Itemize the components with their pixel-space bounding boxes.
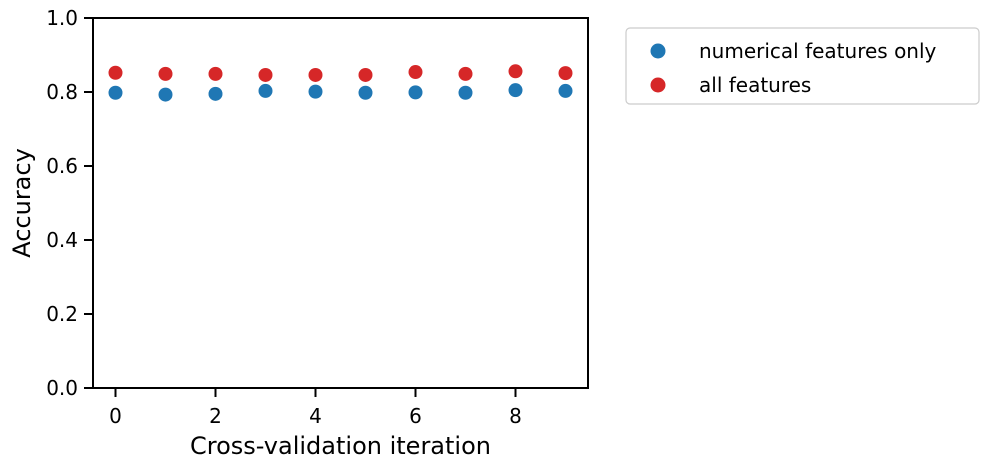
data-point-all-features (308, 67, 323, 82)
x-tick-label: 6 (409, 404, 422, 428)
data-point-numerical-features-only (458, 85, 473, 100)
x-axis: 0 2 4 6 8 (109, 388, 522, 428)
y-tick-label: 0.8 (46, 80, 78, 104)
data-point-numerical-features-only (408, 85, 423, 100)
y-tick-label: 0.6 (46, 154, 78, 178)
data-point-numerical-features-only (358, 85, 373, 100)
legend-marker-numerical-features-only (650, 43, 666, 59)
data-point-all-features (108, 65, 123, 80)
data-point-all-features (458, 66, 473, 81)
data-point-all-features (358, 67, 373, 82)
y-axis: 0.0 0.2 0.4 0.6 0.8 1.0 (46, 6, 93, 400)
data-point-numerical-features-only (258, 83, 273, 98)
x-axis-title: Cross-validation iteration (190, 432, 491, 460)
plot-area-frame (92, 17, 589, 389)
y-axis-title: Accuracy (8, 148, 36, 258)
data-point-all-features (158, 66, 173, 81)
legend-label-numerical-features-only: numerical features only (699, 39, 937, 63)
legend-label-all-features: all features (699, 73, 811, 97)
data-point-numerical-features-only (558, 83, 573, 98)
data-point-all-features (208, 66, 223, 81)
x-tick-label: 0 (109, 404, 122, 428)
x-tick-label: 2 (209, 404, 222, 428)
legend: numerical features only all features (625, 27, 980, 105)
data-point-numerical-features-only (108, 85, 123, 100)
legend-marker-all-features (650, 77, 666, 93)
y-tick-label: 0.4 (46, 228, 78, 252)
data-point-numerical-features-only (208, 86, 223, 101)
data-point-all-features (558, 66, 573, 81)
data-point-all-features (508, 64, 523, 79)
data-point-all-features (258, 67, 273, 82)
y-tick-label: 1.0 (46, 6, 78, 30)
data-point-numerical-features-only (308, 84, 323, 99)
legend-frame (625, 27, 980, 105)
data-point-numerical-features-only (508, 83, 523, 98)
data-point-all-features (408, 65, 423, 80)
y-tick-label: 0.2 (46, 302, 78, 326)
data-points (108, 64, 573, 102)
x-tick-label: 4 (309, 404, 322, 428)
data-point-numerical-features-only (158, 87, 173, 102)
y-tick-label: 0.0 (46, 376, 78, 400)
x-tick-label: 8 (509, 404, 522, 428)
